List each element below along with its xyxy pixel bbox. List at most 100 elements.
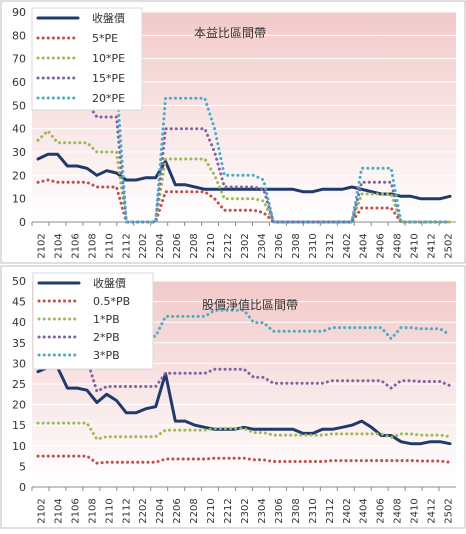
x-tick-label: 2302 <box>240 498 251 523</box>
x-tick-label: 2210 <box>206 233 217 258</box>
y-tick-label: 5 <box>19 460 26 473</box>
x-tick-label: 2404 <box>359 233 370 258</box>
x-tick-label: 2408 <box>393 233 404 258</box>
series-line-3 <box>36 85 452 224</box>
x-tick-label: 2202 <box>138 233 149 258</box>
y-tick-label: 90 <box>12 6 26 19</box>
x-tick-label: 2406 <box>376 498 387 523</box>
y-tick-label: 10 <box>12 440 26 453</box>
x-tick-label: 2212 <box>223 233 234 258</box>
series-line-0 <box>36 366 452 446</box>
y-tick-label: 30 <box>12 146 26 159</box>
x-tick-label: 2308 <box>291 233 302 258</box>
y-tick-label: 35 <box>12 337 26 350</box>
chart-frame <box>0 265 466 529</box>
pe-legend-item-3: 15*PE <box>92 72 125 85</box>
series-line-2 <box>36 421 452 441</box>
x-tick-label: 2412 <box>427 498 438 523</box>
x-tick-label: 2308 <box>291 498 302 523</box>
x-tick-label: 2404 <box>359 498 370 523</box>
x-tick-label: 2408 <box>393 498 404 523</box>
x-tick-label: 2112 <box>121 498 132 523</box>
pe-legend-item-2: 10*PE <box>92 52 125 65</box>
x-tick-label: 2204 <box>155 498 166 523</box>
x-tick-label: 2106 <box>70 233 81 258</box>
x-tick-label: 2410 <box>410 233 421 258</box>
x-tick-label: 2210 <box>206 498 217 523</box>
pe-legend-item-0: 收盤價 <box>92 11 125 25</box>
x-tick-label: 2204 <box>155 233 166 258</box>
y-tick-label: 15 <box>12 419 26 432</box>
x-tick-label: 2312 <box>325 233 336 258</box>
x-tick-label: 2104 <box>53 498 64 523</box>
pb-band-chart: 0 5 10 15 20 25 30 35 40 45 50 2102 2104 2106 2108 2110… <box>0 265 466 530</box>
pe-legend-item-4: 20*PE <box>92 92 125 105</box>
x-tick-label: 2502 <box>444 233 455 258</box>
x-tick-label: 2206 <box>172 233 183 258</box>
series-line-1 <box>36 454 452 465</box>
x-tick-label: 2402 <box>342 233 353 258</box>
x-tick-label: 2410 <box>410 498 421 523</box>
x-tick-label: 2310 <box>308 498 319 523</box>
x-tick-label: 2108 <box>87 498 98 523</box>
chart-title: 本益比區間帶 <box>194 26 266 40</box>
x-tick-label: 2304 <box>257 233 268 258</box>
y-tick-label: 0 <box>19 216 26 229</box>
legend-box <box>32 272 154 370</box>
x-tick-label: 2102 <box>36 233 47 258</box>
x-tick-label: 2104 <box>53 233 64 258</box>
y-tick-label: 25 <box>12 378 26 391</box>
y-tick-label: 80 <box>12 29 26 42</box>
pb-legend-item-1: 0.5*PB <box>93 295 130 308</box>
y-tick-label: 40 <box>12 123 26 136</box>
x-tick-label: 2206 <box>172 498 183 523</box>
pe-band-chart: 0 10 20 30 40 50 60 70 80 90 2102 2104 2106 2108 2110 2… <box>0 0 466 265</box>
x-tick-label: 2208 <box>189 498 200 523</box>
series-line-4 <box>36 293 452 346</box>
chart-title: 股價淨值比區間帶 <box>202 297 298 312</box>
series-line-2 <box>36 129 452 224</box>
x-tick-label: 2304 <box>257 498 268 523</box>
x-tick-label: 2212 <box>223 498 234 523</box>
y-tick-label: 30 <box>12 357 26 370</box>
series-line-4 <box>36 40 452 224</box>
x-tick-label: 2312 <box>325 498 336 523</box>
x-tick-label: 2412 <box>427 233 438 258</box>
series-line-3 <box>36 357 452 393</box>
y-tick-label: 50 <box>12 99 26 112</box>
series-line-1 <box>36 178 452 224</box>
y-tick-label: 50 <box>12 275 26 288</box>
pe-band-chart-svg: 0 10 20 30 40 50 60 70 80 90 2102 2104 2106 2108 2110 2… <box>0 0 466 264</box>
x-tick-label: 2112 <box>121 233 132 258</box>
y-tick-label: 45 <box>12 296 26 309</box>
y-tick-label: 60 <box>12 76 26 89</box>
x-tick-label: 2402 <box>342 498 353 523</box>
x-tick-label: 2406 <box>376 233 387 258</box>
y-tick-label: 40 <box>12 316 26 329</box>
chart-frame <box>0 0 466 264</box>
y-tick-label: 20 <box>12 169 26 182</box>
x-tick-label: 2208 <box>189 233 200 258</box>
legend-box <box>31 7 143 111</box>
x-tick-label: 2106 <box>70 498 81 523</box>
x-tick-label: 2310 <box>308 233 319 258</box>
pe-legend-item-1: 5*PE <box>92 32 118 45</box>
x-tick-label: 2306 <box>274 498 285 523</box>
y-tick-label: 0 <box>19 481 26 494</box>
pb-legend-item-0: 收盤價 <box>93 276 126 290</box>
x-tick-label: 2110 <box>104 233 115 258</box>
x-tick-label: 2108 <box>87 233 98 258</box>
x-tick-label: 2110 <box>104 498 115 523</box>
x-tick-label: 2102 <box>36 498 47 523</box>
y-tick-label: 20 <box>12 399 26 412</box>
pb-legend-item-3: 2*PB <box>93 331 120 344</box>
x-tick-label: 2302 <box>240 233 251 258</box>
pb-legend-item-4: 3*PB <box>93 349 120 362</box>
pb-band-chart-svg: 0 5 10 15 20 25 30 35 40 45 50 2102 2104 2106 2108 2110… <box>0 265 466 529</box>
y-tick-label: 10 <box>12 193 26 206</box>
x-tick-label: 2202 <box>138 498 149 523</box>
pb-legend-item-2: 1*PB <box>93 313 120 326</box>
x-tick-label: 2502 <box>444 498 455 523</box>
y-tick-label: 70 <box>12 53 26 66</box>
x-tick-label: 2306 <box>274 233 285 258</box>
